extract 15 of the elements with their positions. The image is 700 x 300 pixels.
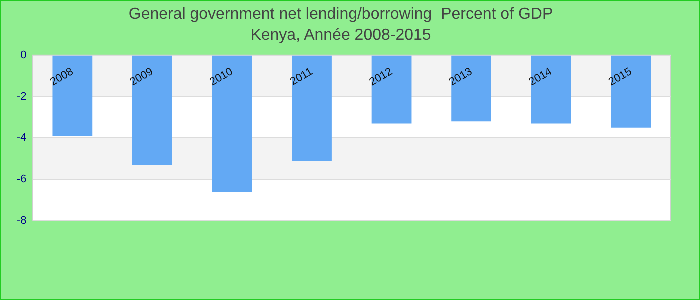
y-tick-label: -4 [17, 132, 27, 144]
x-tick-label: 2011 [288, 66, 316, 88]
y-tick-label: -6 [17, 174, 27, 186]
chart-subtitle: Kenya, Année 2008-2015 [250, 27, 432, 44]
y-tick-label: 0 [20, 49, 27, 62]
x-tick-label: 2010 [208, 66, 236, 89]
x-tick-label: 2008 [48, 66, 76, 89]
x-tick-label: 2009 [128, 66, 156, 89]
chart-title: General government net lending/borrowing Percent of GDP [128, 6, 554, 24]
x-tick-label: 2015 [606, 66, 634, 89]
x-tick-label: 2012 [368, 66, 395, 89]
x-tick-label: 2014 [527, 66, 554, 89]
x-tick-label: 2013 [447, 66, 475, 89]
y-tick-label: -2 [17, 90, 27, 103]
y-tick-label: -8 [17, 215, 27, 228]
